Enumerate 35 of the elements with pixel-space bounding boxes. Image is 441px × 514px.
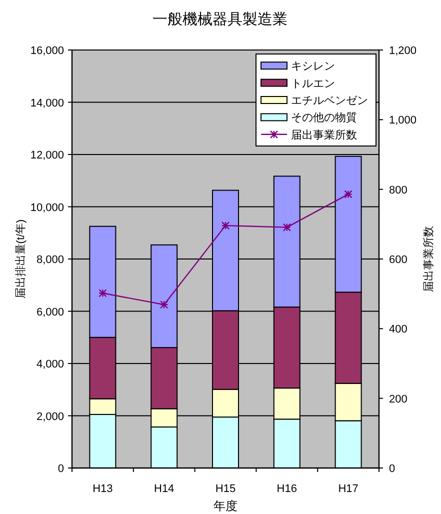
legend-label: エチルベンゼン	[291, 95, 368, 107]
legend-label: 届出事業所数	[291, 128, 357, 142]
y-tick-label: 0	[58, 463, 64, 475]
x-tick-label: H16	[276, 483, 297, 495]
y2-tick-label: 1,200	[389, 45, 417, 57]
point	[282, 223, 291, 232]
point	[98, 289, 107, 298]
y2-tick-label: 400	[389, 324, 408, 336]
point	[160, 300, 168, 309]
y2-tick-label: 200	[389, 393, 408, 406]
legend-label: トルエン	[291, 78, 335, 90]
point	[344, 190, 352, 198]
y-tick-label: 2,000	[36, 410, 64, 423]
y-tick-label: 16,000	[30, 45, 64, 57]
y2-axis-title: 届出事業所数	[422, 226, 435, 292]
chart-title: 一般機械器具製造業	[152, 11, 288, 28]
y-axis-title: 届出排出量(t/年)	[14, 219, 27, 299]
x-tick-label: H13	[92, 483, 113, 495]
y2-tick-label: 600	[389, 254, 408, 266]
x-tick-label: H14	[154, 483, 174, 495]
x-tick-label: H17	[338, 483, 358, 495]
y2-tick-label: 800	[389, 184, 408, 196]
x-axis-title: 年度	[214, 499, 238, 513]
y-tick-label: 14,000	[30, 97, 64, 110]
y-tick-label: 8,000	[36, 254, 64, 266]
x-tick-label: H15	[215, 483, 236, 495]
point	[221, 221, 230, 230]
y2-tick-label: 0	[389, 463, 396, 475]
y-tick-label: 12,000	[30, 150, 64, 162]
y-tick-label: 6,000	[36, 306, 64, 318]
legend-label: その他の物質	[291, 111, 357, 124]
legend-label: キシレン	[291, 60, 335, 73]
y-tick-label: 4,000	[36, 358, 64, 370]
y2-tick-label: 1,000	[389, 114, 417, 127]
y-tick-label: 10,000	[30, 202, 64, 214]
